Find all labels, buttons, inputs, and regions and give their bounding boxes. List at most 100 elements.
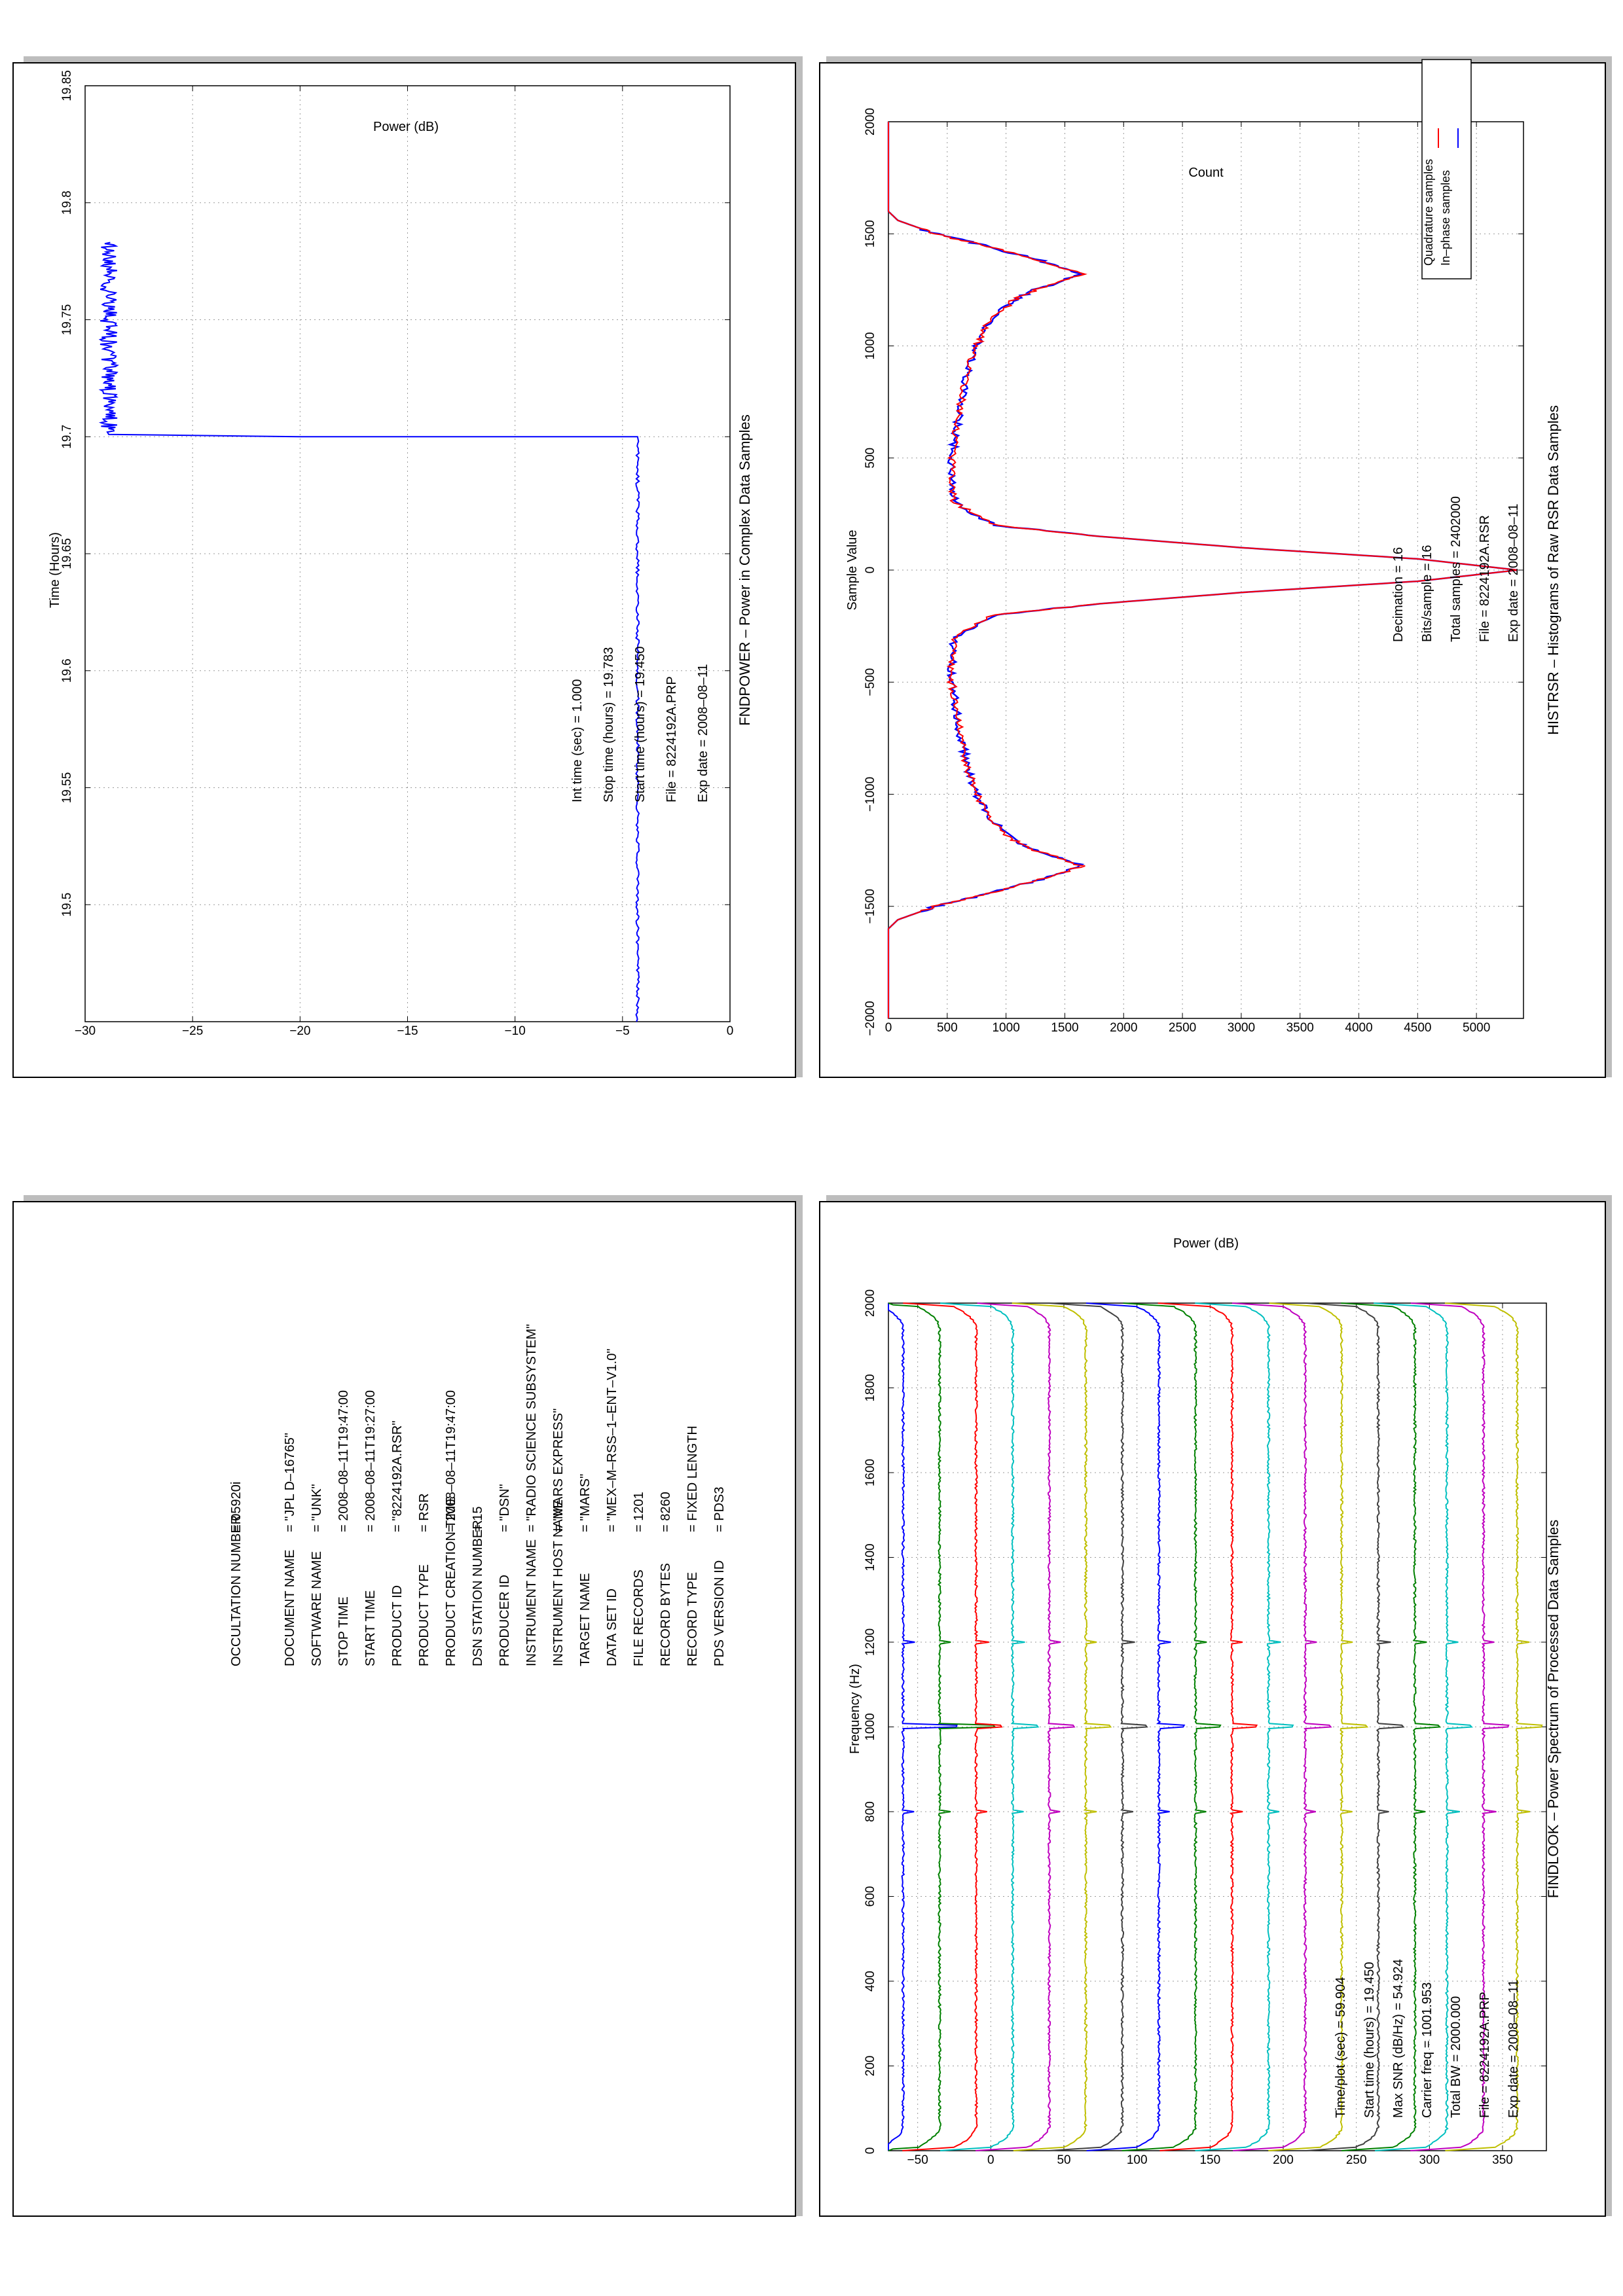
y-tick-label: −5 [615,1024,630,1038]
histrsr-panel: −2000 −1500 −1000 −500 0 500 1000 1500 2000 0 500 1… [845,59,1561,1036]
legend-quadrature-label: Quadrature samples [1422,159,1435,266]
histrsr-xlabel: Sample Value [845,529,860,610]
y-tick-label-group: 5000 [1463,1021,1490,1035]
y-tick-label: 3500 [1286,1021,1314,1035]
y-tick-label: 3000 [1228,1021,1255,1035]
x-tick-label: −2000 [864,1001,877,1035]
series-line-spectrum [1122,1302,1222,2151]
y-tick-label-group: −50 [907,2153,928,2167]
x-tick-label: 19.6 [60,658,74,683]
label-key: START TIME [363,1590,378,1666]
y-tick-label: 2000 [1110,1021,1137,1035]
label-value: = "DSN" [498,1484,512,1532]
x-tick-label: 200 [864,2056,877,2077]
y-tick-label: 1000 [992,1021,1019,1035]
label-value: = 1201 [632,1492,646,1532]
y-tick-label-group: 150 [1199,2153,1220,2167]
histrsr-ylabel: Count [1188,166,1224,180]
pds-label-panel: PDS VERSION ID = PDS3 RECORD TYPE = FIXED L… [229,1324,727,1666]
x-tick-label: 19.8 [60,190,74,215]
series-line-spectrum [1231,1302,1332,2151]
series-line-spectrum [888,1303,958,2151]
label-value: = 2008–08–11T19:27:00 [363,1390,378,1532]
series-line-spectrum [1158,1302,1258,2151]
x-tick-label: 19.7 [60,425,74,449]
label-value: = 2008–08–11T19:47:00 [444,1390,458,1532]
y-tick-label: 1500 [1051,1021,1078,1035]
y-tick-label: 4500 [1404,1021,1431,1035]
y-tick-label: 0 [885,1021,892,1035]
y-tick-label-group: 500 [937,1021,958,1035]
label-key: OCCULTATION NUMBER [229,1515,244,1666]
findlook-panel: 0200400600800100012001400160018002000−50… [848,1236,1561,2167]
findlook-info-line: Start time (hours) = 19.450 [1362,1962,1377,2118]
y-tick-label-group: 3500 [1286,1021,1314,1035]
x-tick-label: 19.5 [60,893,74,917]
x-tick-label: 19.65 [60,538,74,569]
x-tick-label: 0 [864,2147,877,2155]
fndpower-info-line: Int time (sec) = 1.000 [570,679,585,802]
label-key: PDS VERSION ID [712,1560,727,1666]
histrsr-info-line: Exp date = 2008–08–11 [1506,504,1521,642]
y-tick-label-group: 3000 [1228,1021,1255,1035]
label-value: = 05920i [229,1482,244,1532]
legend-box [1421,59,1472,279]
x-tick-label: 600 [864,1886,877,1907]
fndpower-panel: 19.5 19.55 19.6 19.65 19.7 19.75 19.8 19.85 −30 −… [48,70,753,1038]
histrsr-info-line: Bits/sample = 16 [1420,545,1434,642]
label-key: PRODUCT TYPE [417,1564,431,1666]
fndpower-info-line: File = 8224192A.PRP [665,676,679,802]
frame-label [12,1201,796,2217]
y-tick-label-group: 1000 [992,1021,1019,1035]
y-tick-label-group: −20 [289,1024,310,1038]
axes-box [84,85,731,1022]
y-tick-label: 100 [1127,2153,1148,2167]
y-tick-label: 5000 [1463,1021,1490,1035]
histrsr-info: Exp date = 2008–08–11 File = 8224192A.RS… [1391,496,1521,642]
fndpower-info-line: Start time (hours) = 19.450 [633,647,647,802]
axes-box [888,1302,1547,2151]
histrsr-plot: −2000 −1500 −1000 −500 0 500 1000 1500 2000 0 500 1… [864,108,1524,1036]
x-tick-label: −1000 [864,777,877,812]
label-value: = RSR [417,1494,431,1532]
series-line-spectrum [1374,1302,1474,2151]
y-tick-label: −10 [505,1024,526,1038]
fndpower-title: FNDPOWER – Power in Complex Data Samples [737,414,753,726]
series-line-spectrum [1085,1302,1186,2151]
y-tick-label: −30 [75,1024,96,1038]
y-tick-label: −25 [182,1024,203,1038]
label-key: INSTRUMENT HOST NAME [551,1499,566,1666]
y-tick-label: −20 [289,1024,310,1038]
findlook-title: FINDLOOK – Power Spectrum of Processed D… [1545,1520,1561,1898]
y-tick-label-group: 350 [1492,2153,1513,2167]
series-line-spectrum [1305,1302,1405,2151]
x-tick-label: 1000 [864,332,877,359]
y-tick-label-group: 0 [885,1021,892,1035]
label-value: = 2008–08–11T19:47:00 [337,1390,351,1532]
y-tick-label: −15 [397,1024,418,1038]
y-tick-label-group: 0 [987,2153,994,2167]
findlook-info-line: Max SNR (dB/Hz) = 54.924 [1391,1959,1406,2118]
y-tick-label: −50 [907,2153,928,2167]
histrsr-info-line: File = 8224192A.RSR [1478,515,1492,642]
findlook-info-line: File = 8224192A.PRP [1478,1992,1492,2118]
label-key: PRODUCT CREATION TIME [444,1497,458,1666]
label-key: STOP TIME [337,1596,351,1666]
findlook-info-line: Total BW = 2000.000 [1449,1996,1463,2118]
label-value: = "MARS" [578,1474,593,1532]
fndpower-plot: 19.5 19.55 19.6 19.65 19.7 19.75 19.8 19.85 −30 −… [60,70,733,1038]
x-tick-label: 500 [864,448,877,469]
histrsr-title: HISTRSR – Histograms of Raw RSR Data Sam… [1545,405,1561,735]
y-tick-label-group: 2500 [1169,1021,1196,1035]
y-tick-label-group: −15 [397,1024,418,1038]
label-key: DATA SET ID [605,1588,619,1666]
y-tick-label: 0 [987,2153,994,2167]
label-value: = "UNK" [310,1484,324,1532]
y-tick-label-group: −5 [615,1024,630,1038]
y-tick-label: 250 [1346,2153,1367,2167]
label-key: RECORD TYPE [685,1572,700,1666]
y-tick-label: 50 [1057,2153,1070,2167]
y-tick-label: 500 [937,1021,958,1035]
label-value: = "MARS EXPRESS" [551,1408,566,1532]
